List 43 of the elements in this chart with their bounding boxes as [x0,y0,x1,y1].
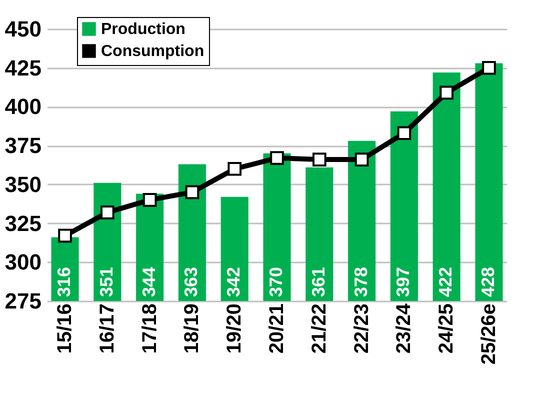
point [228,162,242,176]
x-tick-label: 20/21 [266,304,288,354]
x-tick-label: 19/20 [224,304,246,354]
point [142,193,157,207]
y-tick-label: 275 [4,288,42,314]
data-label: 361 [308,266,328,297]
y-tick-label: 325 [4,210,42,236]
legend-label: Consumption [101,43,204,60]
x-tick-label: 18/19 [181,304,204,354]
x-tick-label: 22/23 [350,304,373,354]
x-tick-label: 25/26e [478,304,500,365]
x-tick-label: 16/17 [96,304,118,354]
data-label: 428 [478,266,498,297]
x-tick-label: 24/25 [436,304,458,354]
legend-label: Production [101,21,186,38]
x-tick-label: 15/16 [54,304,76,354]
y-tick-label: 350 [4,172,42,197]
x-tick-label: 23/24 [393,302,416,354]
point [354,152,369,166]
point [482,60,496,75]
y-tick-label: 400 [4,94,42,120]
point [270,151,284,165]
point [58,228,72,243]
data-label: 422 [436,266,456,297]
point [397,126,412,140]
point [100,205,114,220]
point [440,86,454,100]
x-tick-label: 21/22 [308,304,330,354]
x-tick-label: 17/18 [138,304,161,354]
y-tick-label: 300 [4,250,42,275]
data-label: 363 [181,266,202,297]
y-tick-label: 450 [4,16,42,42]
point [312,152,326,166]
data-label: 316 [54,266,74,297]
data-label: 344 [138,266,159,297]
data-label: 370 [266,266,286,297]
y-tick-label: 425 [4,55,42,80]
y-tick-label: 375 [4,133,42,158]
data-label: 342 [224,266,244,297]
point [185,185,200,200]
data-label: 378 [350,266,371,297]
data-label: 397 [393,266,414,297]
data-label: 351 [96,266,116,297]
